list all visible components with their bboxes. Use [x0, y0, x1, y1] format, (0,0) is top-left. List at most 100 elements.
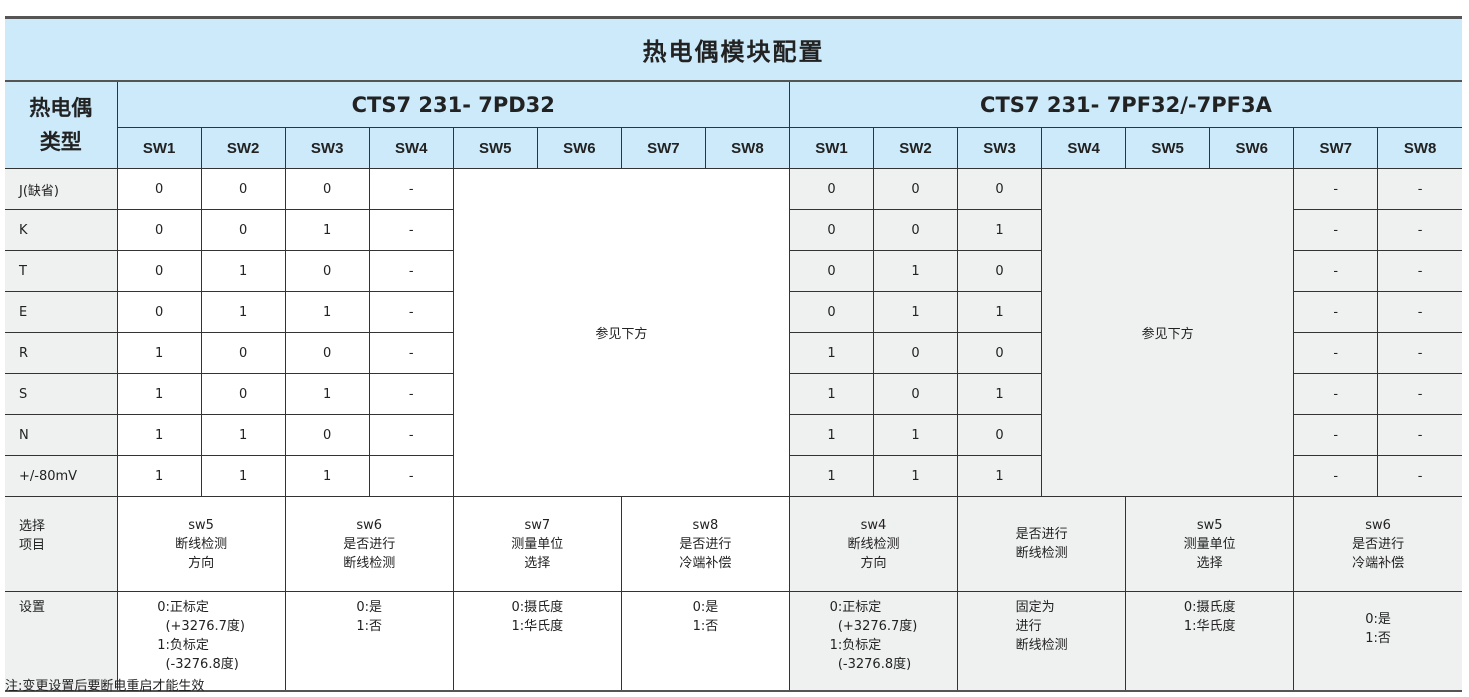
switch-value: 1: [284, 373, 370, 415]
switch-value: -: [1293, 455, 1379, 497]
switch-value: 1: [116, 332, 202, 374]
switch-value: 0: [200, 168, 286, 210]
setting-item: 0:摄氏度 1:华氏度: [1125, 591, 1295, 692]
select-item-line: 方向: [188, 555, 215, 571]
select-item-line: 测量单位: [511, 536, 564, 552]
switch-header-sw3: SW3: [957, 127, 1043, 169]
select-item: sw5 断线检测 方向: [116, 496, 286, 592]
select-item-line: 选择: [1196, 555, 1223, 571]
thermocouple-type: E: [5, 291, 118, 333]
switch-value: 1: [284, 291, 370, 333]
switch-value: -: [368, 250, 454, 292]
switch-header-sw3: SW3: [284, 127, 370, 169]
select-item-line: 断线检测: [847, 536, 900, 552]
thermocouple-type: T: [5, 250, 118, 292]
select-item-line: 冷端补偿: [1352, 555, 1405, 571]
setting-item: 0:正标定 (+3276.7度) 1:负标定 (-3276.8度): [788, 591, 959, 692]
model-header-7pd32: CTS7 231- 7PD32: [116, 80, 790, 128]
cell-line: 1:负标定: [157, 638, 209, 653]
switch-value: 1: [957, 209, 1043, 251]
switch-value: 0: [284, 332, 370, 374]
switch-header-sw5: SW5: [1125, 127, 1211, 169]
switch-value: -: [368, 455, 454, 497]
switch-value: 0: [284, 168, 370, 210]
switch-header-sw7: SW7: [1293, 127, 1379, 169]
select-item-line: 冷端补偿: [679, 555, 732, 571]
cell-line: 0:正标定: [829, 600, 882, 615]
switch-value: 1: [116, 414, 202, 456]
setting-item: 0:摄氏度 1:华氏度: [452, 591, 622, 692]
switch-value: 0: [788, 168, 874, 210]
cell-line: 0:是: [356, 600, 383, 615]
cell-line: (-3276.8度): [157, 657, 239, 672]
cell-lines: 0:是 1:否: [1365, 610, 1391, 648]
switch-header-sw4: SW4: [368, 127, 454, 169]
switch-value: 1: [872, 291, 959, 333]
setting-item: 0:是 1:否: [620, 591, 790, 692]
setting-label: 设置: [5, 591, 118, 692]
switch-header-sw4: SW4: [1041, 127, 1127, 169]
switch-value: -: [1377, 414, 1462, 456]
switch-value: 1: [200, 291, 286, 333]
select-item: sw6 是否进行 冷端补偿: [1293, 496, 1462, 592]
switch-value: -: [368, 373, 454, 415]
switch-value: 1: [788, 373, 874, 415]
setting-item: 固定为 进行 断线检测: [957, 591, 1127, 692]
thermocouple-type: R: [5, 332, 118, 374]
switch-value: -: [368, 332, 454, 374]
select-item-line: 测量单位: [1183, 536, 1236, 552]
switch-value: -: [368, 168, 454, 210]
cell-lines: 0:正标定 (+3276.7度) 1:负标定 (-3276.8度): [830, 598, 918, 674]
thermocouple-type: J(缺省): [5, 168, 118, 210]
switch-value: -: [368, 291, 454, 333]
select-item: 是否进行 断线检测: [957, 496, 1127, 592]
select-label: 选择 项目: [5, 496, 118, 592]
cell-line: 0:是: [1365, 612, 1391, 627]
switch-value: -: [1377, 373, 1462, 415]
select-item: sw8 是否进行 冷端补偿: [620, 496, 790, 592]
switch-value: 0: [200, 373, 286, 415]
switch-value: 0: [200, 209, 286, 251]
switch-value: 1: [872, 250, 959, 292]
switch-value: 0: [872, 332, 959, 374]
switch-value: 0: [957, 250, 1043, 292]
switch-value: -: [1377, 291, 1462, 333]
cell-line: 0:摄氏度: [1183, 600, 1236, 615]
select-item-line: 断线检测: [343, 555, 396, 571]
switch-value: -: [1293, 250, 1379, 292]
cell-line: (-3276.8度): [829, 657, 912, 672]
switch-value: 1: [284, 455, 370, 497]
switch-value: 0: [788, 250, 874, 292]
cell-lines: 0:摄氏度 1:华氏度: [1184, 598, 1236, 636]
switch-value: 1: [200, 455, 286, 497]
select-item-line: sw6: [1365, 517, 1391, 533]
table-row: J(缺省) 0 0 0- 参见下方 0 0 0 参见下方 - -: [5, 168, 1462, 497]
switch-value: 1: [788, 414, 874, 456]
select-item: sw6 是否进行 断线检测: [284, 496, 454, 592]
switch-value: 0: [957, 168, 1043, 210]
cell-lines: 固定为 进行 断线检测: [1016, 598, 1068, 655]
switch-header-sw8: SW8: [1377, 127, 1462, 169]
switch-value: 0: [200, 332, 286, 374]
cell-line: 1:否: [356, 619, 383, 634]
cell-line: 进行: [1015, 619, 1042, 634]
switch-value: 0: [284, 414, 370, 456]
thermocouple-type: S: [5, 373, 118, 415]
cell-line: 固定为: [1015, 600, 1055, 615]
cell-lines: 0:摄氏度 1:华氏度: [511, 598, 563, 636]
see-below-note: 参见下方: [1041, 168, 1295, 497]
switch-value: -: [1293, 168, 1379, 210]
footnote: 注:变更设置后要断电重启才能生效: [5, 679, 205, 694]
type-header-line: 类型: [39, 130, 82, 154]
switch-value: 1: [788, 455, 874, 497]
switch-value: 0: [872, 168, 959, 210]
switch-value: -: [1293, 414, 1379, 456]
select-item-line: 是否进行: [679, 536, 732, 552]
select-item: sw7 测量单位 选择: [452, 496, 622, 592]
switch-value: 1: [957, 373, 1043, 415]
switch-value: 0: [872, 209, 959, 251]
